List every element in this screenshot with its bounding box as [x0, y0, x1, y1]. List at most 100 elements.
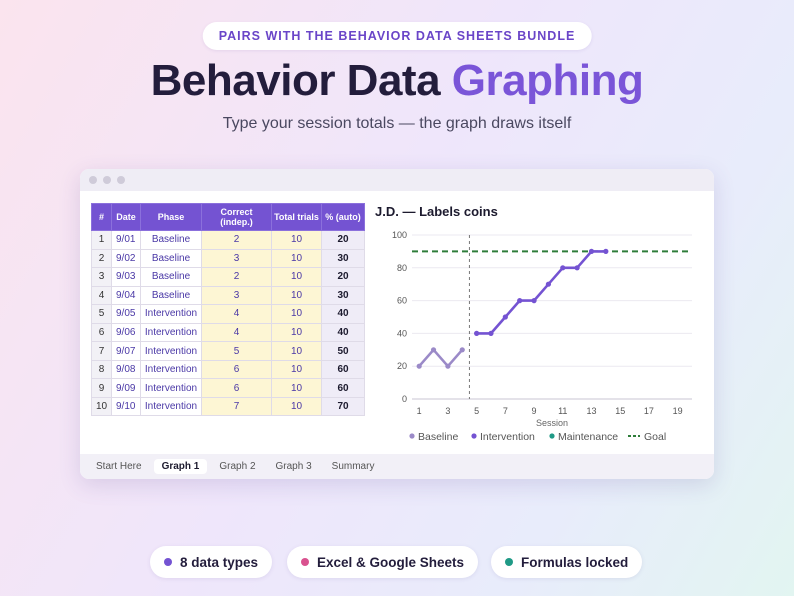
cell-correct[interactable]: 7 [201, 396, 272, 417]
title-main: Behavior Data [150, 56, 441, 105]
intervention-point [517, 298, 523, 304]
badge-label: Excel & Google Sheets [317, 554, 465, 570]
cell-trials[interactable]: 10 [271, 230, 322, 250]
x-tick-label: 3 [445, 406, 450, 416]
data-sheet: # Date Phase Correct (indep.) Total tria… [91, 203, 365, 417]
cell-correct[interactable]: 2 [201, 267, 272, 287]
tab-summary[interactable]: Summary [331, 461, 375, 472]
cell-trials[interactable]: 10 [271, 378, 322, 398]
table-row: 3 9/03 Baseline 2 10 20 [91, 267, 365, 287]
table-row: 10 9/10 Intervention 7 10 70 [91, 396, 365, 417]
table-row: 1 9/01 Baseline 2 10 20 [91, 230, 365, 250]
table-row: 9 9/09 Intervention 6 10 60 [91, 378, 365, 398]
page-subtitle: Type your session totals — the graph dra… [222, 115, 572, 132]
cell-pct[interactable]: 60 [321, 378, 365, 398]
chart-title: J.D. — Labels coins [375, 204, 498, 219]
tab-graph-1[interactable]: Graph 1 [153, 459, 208, 474]
badge-label: Formulas locked [521, 554, 629, 570]
cell-num[interactable]: 3 [91, 267, 112, 287]
cell-trials[interactable]: 10 [271, 285, 322, 306]
baseline-point [445, 363, 451, 369]
x-tick-label: 19 [673, 406, 683, 416]
y-tick-label: 20 [397, 361, 407, 371]
cell-correct[interactable]: 4 [201, 304, 272, 324]
intervention-point [488, 330, 494, 336]
cell-pct[interactable]: 30 [321, 248, 365, 269]
pink-dot-icon [301, 558, 309, 566]
tab-graph-2[interactable]: Graph 2 [219, 461, 256, 472]
purple-dot-icon [164, 558, 172, 566]
badge-data-types: 8 data types [150, 546, 273, 578]
legend-label: Goal [644, 431, 666, 443]
y-tick-label: 40 [397, 328, 407, 338]
cell-num[interactable]: 2 [91, 248, 112, 269]
x-tick-label: 11 [558, 406, 567, 416]
legend-label: Baseline [418, 431, 458, 443]
cell-num[interactable]: 1 [91, 230, 112, 250]
legend-swatch [409, 433, 415, 439]
cell-pct[interactable]: 30 [321, 285, 365, 306]
window-minimize-dot[interactable] [103, 176, 111, 184]
cell-num[interactable]: 4 [91, 285, 112, 306]
intervention-point [574, 265, 580, 271]
window-close-dot[interactable] [89, 176, 97, 184]
cell-trials[interactable]: 10 [271, 359, 322, 380]
cell-correct[interactable]: 4 [201, 322, 272, 343]
cell-pct[interactable]: 50 [321, 341, 365, 361]
table-row: 6 9/06 Intervention 4 10 40 [91, 322, 365, 343]
cell-correct[interactable]: 3 [201, 248, 272, 269]
badge-excel-sheets: Excel & Google Sheets [287, 546, 479, 578]
cell-trials[interactable]: 10 [271, 267, 322, 287]
cell-phase[interactable]: Intervention [140, 396, 202, 417]
intervention-point [502, 314, 508, 320]
session-table: # Date Phase Correct (indep.) Total tria… [91, 203, 365, 417]
cell-trials[interactable]: 10 [271, 396, 322, 417]
badge-formulas-locked: Formulas locked [491, 546, 643, 578]
col-header-trials: Total trials [271, 203, 322, 231]
x-tick-label: 17 [644, 406, 654, 416]
x-tick-label: 15 [615, 406, 625, 416]
baseline-point [459, 347, 465, 353]
legend-label: Maintenance [558, 431, 618, 443]
y-tick-label: 100 [392, 230, 407, 240]
col-header-num: # [91, 203, 112, 231]
cell-pct[interactable]: 40 [321, 322, 365, 343]
x-axis-title: Session [536, 418, 568, 428]
intervention-point [531, 298, 537, 304]
x-tick-label: 13 [586, 406, 596, 416]
cell-num[interactable]: 9 [91, 378, 112, 398]
baseline-series-line [418, 348, 464, 368]
cell-trials[interactable]: 10 [271, 304, 322, 324]
legend-label: Intervention [480, 431, 535, 443]
tab-graph-3[interactable]: Graph 3 [275, 461, 312, 472]
cell-num[interactable]: 7 [91, 341, 112, 361]
cell-num[interactable]: 10 [91, 396, 112, 417]
page-title: Behavior Data Graphing [0, 56, 794, 106]
table-body: 1 9/01 Baseline 2 10 20 2 9/02 Baseline 3 10 30 3 9/0… [91, 230, 365, 417]
tab-start-here[interactable]: Start Here [96, 461, 142, 472]
window-maximize-dot[interactable] [117, 176, 125, 184]
cell-pct[interactable]: 40 [321, 304, 365, 324]
cell-pct[interactable]: 20 [321, 267, 365, 287]
bundle-tag: PAIRS WITH THE BEHAVIOR DATA SHEETS BUND… [202, 22, 592, 50]
table-header-row: # Date Phase Correct (indep.) Total tria… [91, 203, 365, 231]
baseline-point [416, 363, 422, 369]
cell-num[interactable]: 8 [91, 359, 112, 380]
col-header-correct: Correct (indep.) [201, 203, 272, 231]
cell-date[interactable]: 9/10 [111, 396, 141, 417]
legend-swatch [549, 433, 555, 439]
window-titlebar [80, 169, 714, 191]
y-tick-label: 80 [397, 263, 407, 273]
badge-label: 8 data types [180, 554, 259, 570]
cell-trials[interactable]: 10 [271, 341, 322, 361]
x-tick-label: 1 [417, 406, 422, 416]
cell-pct[interactable]: 70 [321, 396, 365, 417]
cell-num[interactable]: 5 [91, 304, 112, 324]
baseline-point [430, 347, 437, 353]
intervention-point [474, 330, 480, 336]
x-tick-label: 9 [532, 406, 537, 416]
table-row: 4 9/04 Baseline 3 10 30 [91, 285, 365, 306]
x-tick-label: 5 [474, 406, 479, 416]
cell-pct[interactable]: 20 [321, 230, 365, 250]
